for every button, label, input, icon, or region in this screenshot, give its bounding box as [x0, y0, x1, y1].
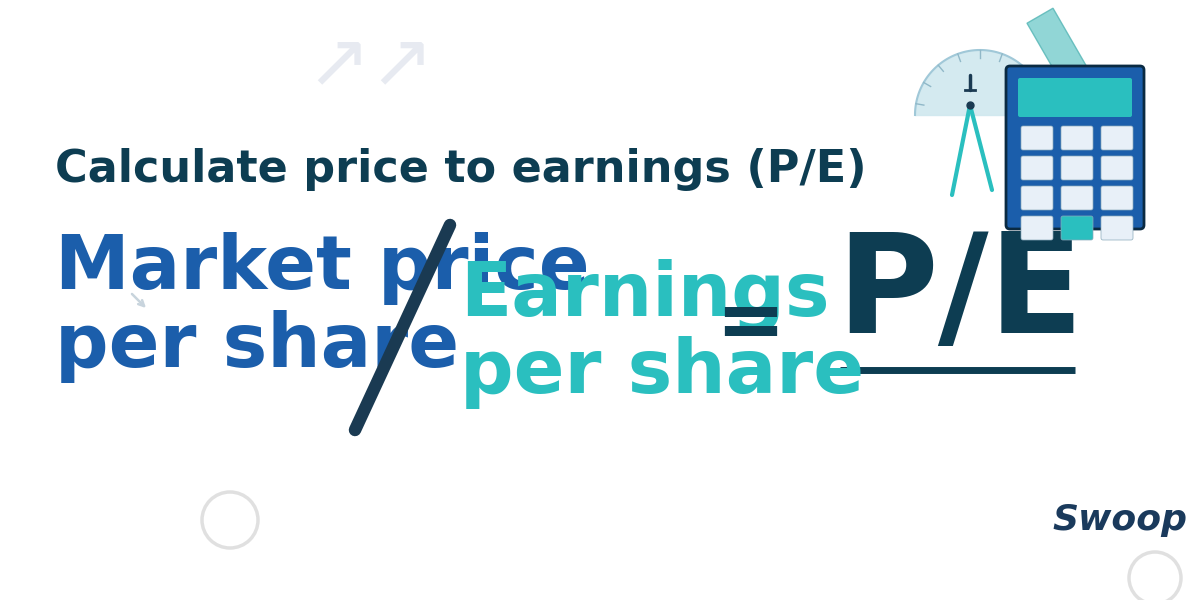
FancyBboxPatch shape — [1102, 186, 1133, 210]
FancyBboxPatch shape — [1021, 126, 1054, 150]
FancyBboxPatch shape — [1061, 186, 1093, 210]
Text: ↗↗: ↗↗ — [306, 28, 434, 102]
FancyBboxPatch shape — [1102, 126, 1133, 150]
Text: Swoop: Swoop — [1052, 503, 1188, 537]
FancyBboxPatch shape — [1102, 156, 1133, 180]
FancyBboxPatch shape — [1021, 156, 1054, 180]
Text: per share: per share — [55, 310, 460, 383]
FancyBboxPatch shape — [1061, 156, 1093, 180]
Text: =: = — [715, 284, 785, 365]
Text: Market price: Market price — [55, 232, 589, 305]
FancyBboxPatch shape — [1102, 216, 1133, 240]
FancyBboxPatch shape — [1021, 186, 1054, 210]
FancyBboxPatch shape — [1006, 66, 1144, 229]
Polygon shape — [1027, 8, 1133, 162]
FancyBboxPatch shape — [1018, 78, 1132, 117]
Text: Earnings: Earnings — [460, 258, 829, 331]
Text: Calculate price to earnings (P/E): Calculate price to earnings (P/E) — [55, 148, 866, 191]
Text: P/E: P/E — [836, 227, 1084, 362]
Text: per share: per share — [460, 336, 864, 409]
FancyBboxPatch shape — [1021, 216, 1054, 240]
FancyBboxPatch shape — [1061, 216, 1093, 240]
FancyBboxPatch shape — [1061, 126, 1093, 150]
